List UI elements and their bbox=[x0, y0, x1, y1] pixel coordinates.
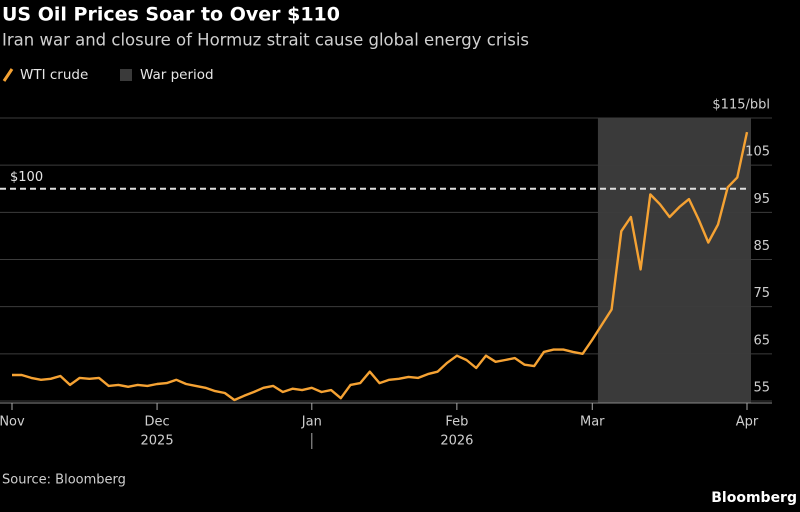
x-tick-label: Mar bbox=[580, 415, 605, 430]
source: Source: Bloomberg bbox=[2, 473, 126, 488]
brand: Bloomberg bbox=[711, 490, 797, 506]
x-tick-label: Dec bbox=[144, 415, 169, 430]
year-label: 2025 bbox=[141, 434, 174, 449]
x-tick-label: Apr bbox=[736, 415, 759, 430]
chart-subtitle: Iran war and closure of Hormuz strait ca… bbox=[2, 31, 529, 50]
year-label: 2026 bbox=[440, 434, 473, 449]
y-tick-label: 55 bbox=[753, 380, 770, 395]
legend-swatch bbox=[2, 68, 14, 82]
y-tick-label: 75 bbox=[753, 286, 770, 301]
y-tick-label: 85 bbox=[753, 239, 770, 254]
y-tick-label: $115/bbl bbox=[712, 98, 770, 113]
war-period bbox=[597, 118, 751, 403]
legend-label: War period bbox=[140, 67, 214, 83]
y-tick-label: 105 bbox=[745, 145, 770, 160]
chart-title: US Oil Prices Soar to Over $110 bbox=[2, 4, 340, 26]
line-series bbox=[12, 131, 749, 402]
legend-label: WTI crude bbox=[20, 67, 88, 83]
y-tick-label: 95 bbox=[753, 192, 770, 207]
reference-label: $100 bbox=[10, 170, 43, 185]
legend-swatch bbox=[120, 69, 132, 81]
y-tick-label: 65 bbox=[753, 333, 770, 348]
x-tick-label: Jan bbox=[301, 415, 322, 430]
x-tick-label: Feb bbox=[445, 415, 468, 430]
x-tick-label: Nov bbox=[0, 415, 25, 430]
